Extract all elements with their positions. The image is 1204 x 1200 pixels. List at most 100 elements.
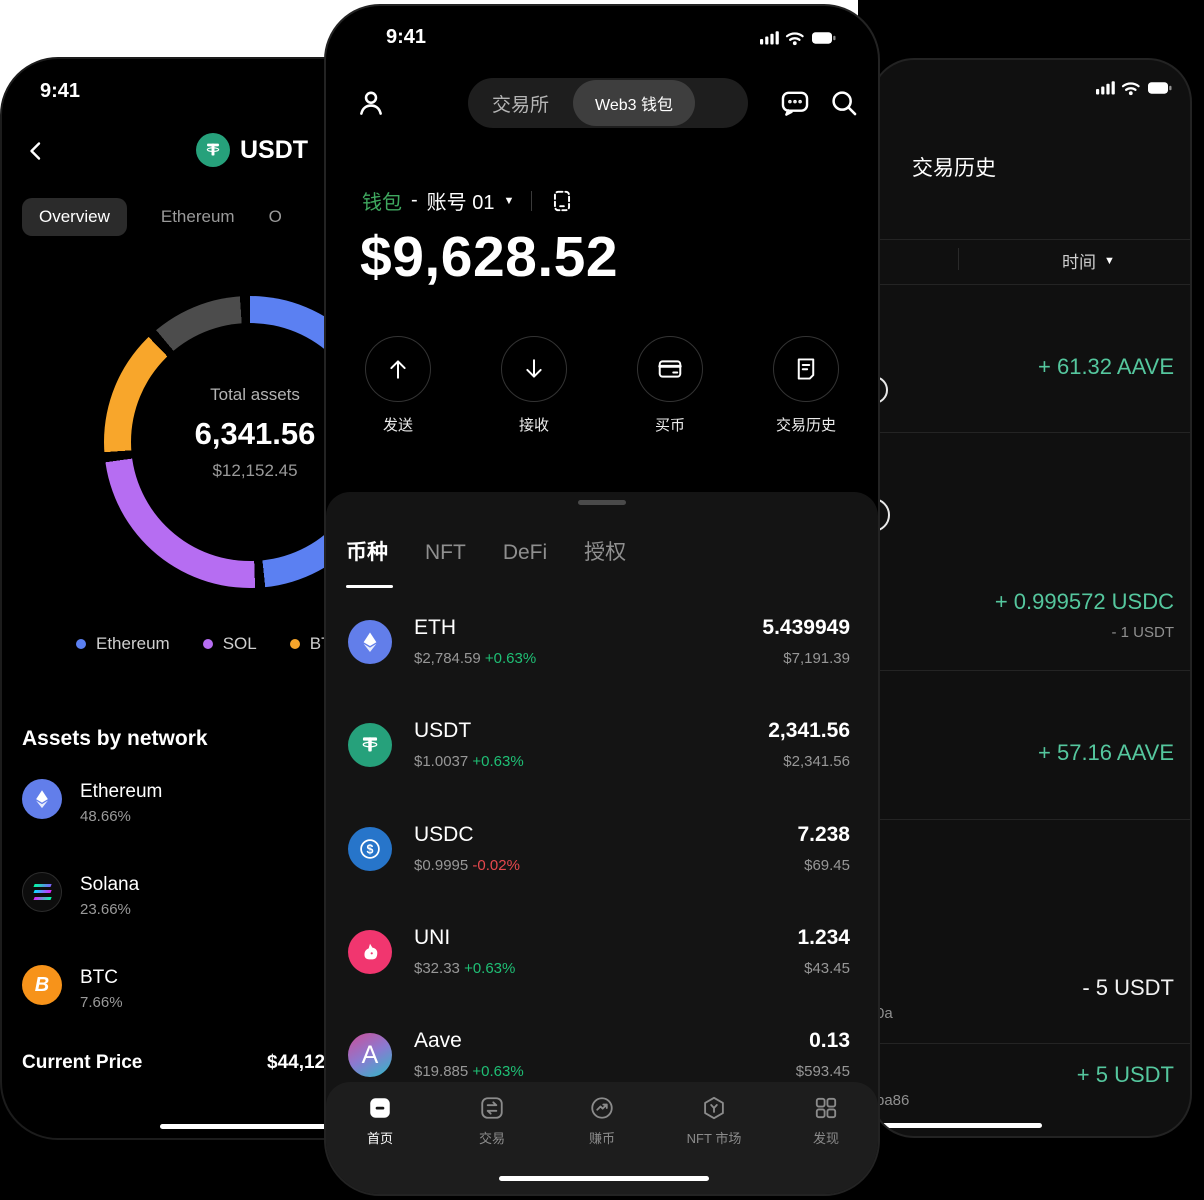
- history-button[interactable]: 交易历史: [746, 336, 866, 435]
- token-change: +0.63%: [484, 650, 537, 667]
- token-symbol: USDT: [414, 719, 472, 742]
- action-label: 交易历史: [775, 417, 836, 434]
- vertical-divider: [531, 190, 533, 211]
- nav-label: 赚币: [588, 1131, 615, 1146]
- divider: [872, 1043, 1190, 1044]
- chevron-down-icon[interactable]: ▼: [503, 194, 515, 207]
- home-indicator[interactable]: [160, 1124, 330, 1129]
- legend-ethereum: Ethereum: [76, 634, 170, 654]
- scan-icon[interactable]: [549, 188, 575, 214]
- arrow-down-icon: [501, 336, 567, 402]
- nav-label: NFT 市场: [686, 1131, 742, 1146]
- action-label: 接收: [518, 417, 549, 434]
- token-price-change: $1.0037 +0.63%: [414, 753, 524, 770]
- token-price: $19.885: [414, 1063, 469, 1080]
- tx-amount[interactable]: - 5 USDT: [1082, 975, 1174, 1000]
- tab-defi[interactable]: DeFi: [502, 541, 548, 564]
- tab-overview[interactable]: Overview: [22, 198, 127, 236]
- status-time: 9:41: [386, 26, 427, 48]
- token-symbol: ETH: [414, 616, 456, 639]
- nav-nft-market[interactable]: NFT 市场: [666, 1095, 762, 1147]
- token-usd-value: $593.45: [795, 1063, 850, 1080]
- legend-sol: SOL: [202, 634, 257, 654]
- tab-nft[interactable]: NFT: [425, 541, 466, 564]
- tx-amount[interactable]: + 57.16 AAVE: [1038, 740, 1174, 765]
- bottom-navbar: 首页 交易 赚币 NFT 市场: [326, 1082, 878, 1194]
- donut-center-text: Total assets 6,341.56 $12,152.45: [135, 385, 375, 481]
- token-usd-value: $69.45: [804, 857, 850, 874]
- signal-icon: [760, 31, 779, 45]
- tab-ethereum[interactable]: Ethereum: [160, 207, 235, 226]
- segment-exchange[interactable]: 交易所: [492, 94, 550, 116]
- btc-icon: B: [22, 965, 62, 1005]
- header: 交易所 Web3 钱包: [326, 78, 878, 128]
- tx-amount[interactable]: + 0.999572 USDC: [994, 589, 1174, 614]
- legend-label: SOL: [222, 634, 257, 653]
- signal-icon: [1096, 81, 1115, 95]
- asset-tabs: 币种 NFT DeFi 授权: [346, 536, 626, 566]
- history-screen: 交易历史 ▼ 时间 ▼ + 61.32 AAVE + 0.999572 USDC…: [870, 58, 1192, 1138]
- aave-icon: A: [348, 1033, 392, 1077]
- current-price-row: Current Price $44,12: [22, 1052, 382, 1074]
- buy-crypto-button[interactable]: 买币: [610, 336, 730, 435]
- chat-icon[interactable]: [778, 86, 812, 120]
- receipt-icon: [773, 336, 839, 402]
- token-amount: 5.439949: [762, 616, 850, 639]
- nav-trade[interactable]: 交易: [444, 1095, 540, 1147]
- token-row-aave[interactable]: A Aave $19.885 +0.63% 0.13 $593.45: [326, 1023, 878, 1107]
- svg-text:$: $: [367, 843, 374, 857]
- tab-coins[interactable]: 币种: [346, 541, 388, 564]
- legend-label: Ethereum: [96, 634, 170, 653]
- receive-button[interactable]: 接收: [474, 336, 594, 435]
- nav-label: 交易: [478, 1131, 505, 1146]
- token-price-change: $2,784.59 +0.63%: [414, 650, 536, 667]
- divider: [872, 432, 1190, 433]
- wallet-label: 钱包: [362, 192, 402, 214]
- divider: [872, 819, 1190, 820]
- time-filter-dropdown[interactable]: 时间 ▼: [1062, 248, 1115, 273]
- home-indicator[interactable]: [499, 1176, 709, 1181]
- tx-amount[interactable]: + 5 USDT: [1076, 1062, 1174, 1087]
- network-name: BTC: [80, 967, 118, 988]
- current-price-value: $44,12: [267, 1052, 326, 1073]
- nav-earn[interactable]: 赚币: [554, 1095, 650, 1147]
- filter-divider: [958, 248, 959, 270]
- nav-discover[interactable]: 发现: [778, 1095, 874, 1147]
- active-tab-underline: [346, 585, 393, 588]
- nav-home[interactable]: 首页: [332, 1095, 428, 1147]
- divider: [872, 670, 1190, 671]
- tx-amount[interactable]: + 61.32 AAVE: [1038, 354, 1174, 379]
- tab-truncated[interactable]: O: [268, 207, 282, 226]
- tab-approvals[interactable]: 授权: [584, 541, 627, 564]
- segment-web3-wallet[interactable]: Web3 钱包: [573, 80, 695, 126]
- drag-handle[interactable]: [578, 500, 626, 505]
- arrow-up-icon: [365, 336, 431, 402]
- tx-sub-amount: - 1 USDT: [1111, 624, 1174, 641]
- token-amount: 2,341.56: [768, 719, 850, 742]
- token-row-uni[interactable]: UNI $32.33 +0.63% 1.234 $43.45: [326, 920, 878, 1004]
- send-button[interactable]: 发送: [338, 336, 458, 435]
- home-indicator[interactable]: [880, 1123, 1042, 1128]
- token-price-change: $32.33 +0.63%: [414, 960, 515, 977]
- divider: [872, 239, 1190, 240]
- token-row-usdc[interactable]: $ USDC $0.9995 -0.02% 7.238 $69.45: [326, 817, 878, 901]
- usdt-coin-icon: [196, 133, 230, 167]
- nft-market-icon: [701, 1095, 727, 1121]
- battery-icon: [1148, 82, 1172, 94]
- total-balance: $9,628.52: [360, 225, 619, 289]
- usdt-icon: [348, 723, 392, 767]
- eth-icon: [348, 620, 392, 664]
- account-label[interactable]: 账号 01: [426, 192, 495, 214]
- profile-icon[interactable]: [354, 86, 388, 120]
- earn-icon: [589, 1095, 615, 1121]
- ethereum-icon: [22, 779, 62, 819]
- network-pct: 7.66%: [80, 994, 123, 1011]
- history-phone: 交易历史 ▼ 时间 ▼ + 61.32 AAVE + 0.999572 USDC…: [858, 0, 1204, 1200]
- token-row-usdt[interactable]: USDT $1.0037 +0.63% 2,341.56 $2,341.56: [326, 713, 878, 797]
- token-row-eth[interactable]: ETH $2,784.59 +0.63% 5.439949 $7,191.39: [326, 610, 878, 694]
- token-change: -0.02%: [472, 857, 520, 874]
- back-icon[interactable]: [26, 141, 46, 161]
- search-icon[interactable]: [828, 87, 860, 119]
- wallet-account-row: 钱包 - 账号 01 ▼: [362, 186, 575, 215]
- status-icons: [760, 30, 836, 46]
